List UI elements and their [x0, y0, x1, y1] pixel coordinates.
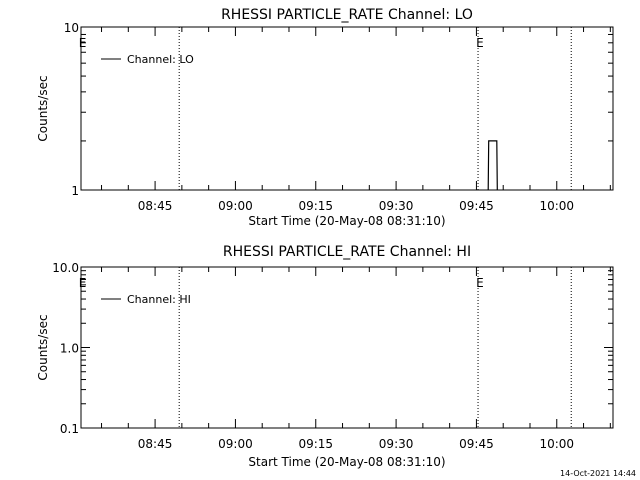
- event-marker-label: E: [79, 276, 87, 290]
- plot-frame: [80, 266, 614, 429]
- y-axis-label: Counts/sec: [36, 75, 50, 141]
- legend-label: Channel: LO: [127, 53, 194, 66]
- plot-frame: [80, 26, 614, 191]
- x-tick-label: 10:00: [539, 199, 574, 213]
- x-tick-label: 09:00: [218, 437, 253, 451]
- y-tick-label: 10: [64, 21, 79, 35]
- x-tick-label: 09:30: [379, 437, 414, 451]
- footer-timestamp: 14-Oct-2021 14:44: [560, 469, 636, 478]
- series-line: [487, 140, 498, 191]
- x-tick-label: 09:15: [298, 437, 333, 451]
- chart-title: RHESSI PARTICLE_RATE Channel: LO: [221, 7, 473, 23]
- x-tick-label: 09:30: [379, 199, 414, 213]
- x-tick-label: 08:45: [138, 437, 173, 451]
- x-tick-label: 08:45: [138, 199, 173, 213]
- x-tick-label: 09:00: [218, 199, 253, 213]
- y-tick-label: 1: [71, 184, 79, 198]
- y-tick-label: 10.0: [52, 261, 79, 275]
- event-marker-label: E: [79, 36, 87, 50]
- y-tick-label: 1.0: [60, 342, 79, 356]
- x-tick-label: 09:15: [298, 199, 333, 213]
- y-tick-label: 0.1: [60, 422, 79, 436]
- x-axis-label: Start Time (20-May-08 08:31:10): [248, 455, 445, 469]
- x-tick-label: 10:00: [539, 437, 574, 451]
- y-axis-label: Counts/sec: [36, 314, 50, 380]
- event-marker-label: E: [476, 276, 484, 290]
- x-tick-label: 09:45: [459, 199, 494, 213]
- x-axis-label: Start Time (20-May-08 08:31:10): [248, 214, 445, 228]
- event-marker-label: E: [476, 36, 484, 50]
- legend-label: Channel: HI: [127, 293, 191, 306]
- x-tick-label: 09:45: [459, 437, 494, 451]
- chart-title: RHESSI PARTICLE_RATE Channel: HI: [223, 244, 471, 260]
